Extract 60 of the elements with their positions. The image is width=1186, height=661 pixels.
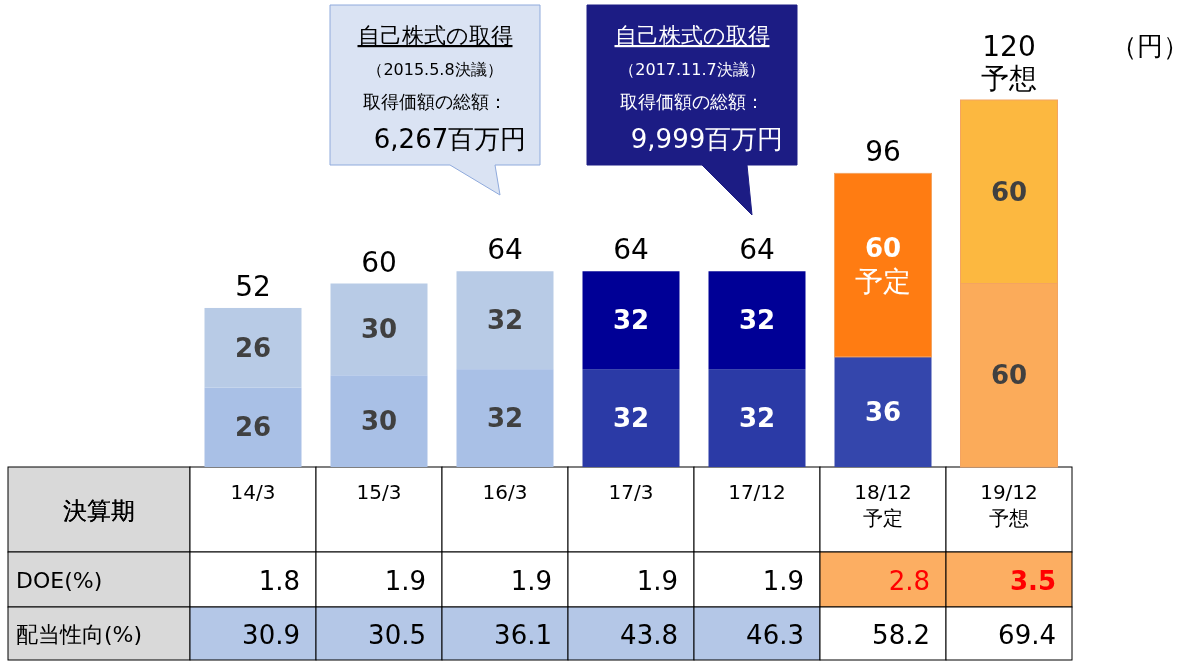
text: 30.5 bbox=[368, 619, 426, 650]
x-tick-label: 14/3 bbox=[230, 480, 276, 504]
x-tick-label: 15/3 bbox=[356, 480, 402, 504]
data-label: 60 予定 bbox=[855, 233, 911, 299]
bar bbox=[708, 271, 806, 370]
text: 自己株式の取得 bbox=[357, 23, 513, 48]
data-label: 32 bbox=[486, 403, 524, 434]
annotation: 取得価額の総額： bbox=[620, 91, 764, 112]
total-label: 64 bbox=[739, 233, 775, 267]
data-label: 26 bbox=[234, 332, 272, 363]
data-label: 32 bbox=[612, 305, 650, 336]
data-label: 30 bbox=[360, 314, 398, 345]
text: 43.8 bbox=[620, 619, 678, 650]
text: 1.8 bbox=[258, 565, 300, 596]
text: 自己株式の取得 bbox=[614, 23, 770, 48]
x-tick-label: 18/12 予定 bbox=[854, 480, 912, 530]
text: 58.2 bbox=[872, 619, 930, 650]
text: 2.8 bbox=[888, 565, 930, 596]
text: 配当性向(%) bbox=[16, 621, 143, 647]
bar bbox=[330, 283, 428, 376]
text: 1.9 bbox=[636, 565, 678, 596]
annotation: 6,267百万円 bbox=[373, 124, 527, 154]
text: 30.9 bbox=[242, 619, 300, 650]
data-label: 60 bbox=[990, 360, 1028, 391]
x-tick-label: 17/12 bbox=[728, 480, 786, 504]
bar bbox=[456, 271, 554, 370]
data-label: 32 bbox=[486, 305, 524, 336]
data-label: 26 bbox=[234, 412, 272, 443]
text: 1.9 bbox=[762, 565, 804, 596]
data-label: 30 bbox=[360, 406, 398, 437]
data-label: 32 bbox=[612, 403, 650, 434]
text: 46.3 bbox=[746, 619, 804, 650]
data-label: 60 bbox=[990, 176, 1028, 207]
data-label: 36 bbox=[864, 396, 902, 427]
bar bbox=[834, 172, 932, 358]
text: （2015.5.8決議） bbox=[367, 60, 503, 79]
total-label: 96 bbox=[865, 135, 901, 169]
text: 3.5 bbox=[1009, 565, 1056, 596]
text: （2017.11.7決議） bbox=[619, 60, 765, 79]
annotation: 取得価額の総額： bbox=[363, 91, 507, 112]
total-label: 64 bbox=[613, 233, 649, 267]
x-tick-label: 19/12 予想 bbox=[980, 480, 1038, 530]
data-label: 32 bbox=[738, 305, 776, 336]
x-axis-title: 決算期 bbox=[63, 496, 135, 525]
text: 36.1 bbox=[494, 619, 552, 650]
y-axis-title: （円） bbox=[1111, 31, 1186, 61]
x-tick-label: 16/3 bbox=[482, 480, 528, 504]
text: 69.4 bbox=[998, 619, 1056, 650]
x-tick-label: 17/3 bbox=[608, 480, 654, 504]
text: DOE(%) bbox=[16, 567, 103, 593]
text: 1.9 bbox=[384, 565, 426, 596]
annotation: 9,999百万円 bbox=[630, 124, 784, 154]
data-label: 32 bbox=[738, 403, 776, 434]
text: 1.9 bbox=[510, 565, 552, 596]
total-label: 64 bbox=[487, 233, 523, 267]
total-label: 60 bbox=[361, 245, 397, 279]
bar bbox=[582, 271, 680, 370]
total-label: 52 bbox=[235, 269, 271, 303]
total-label: 120 予想 bbox=[981, 30, 1037, 95]
bar bbox=[204, 307, 302, 388]
